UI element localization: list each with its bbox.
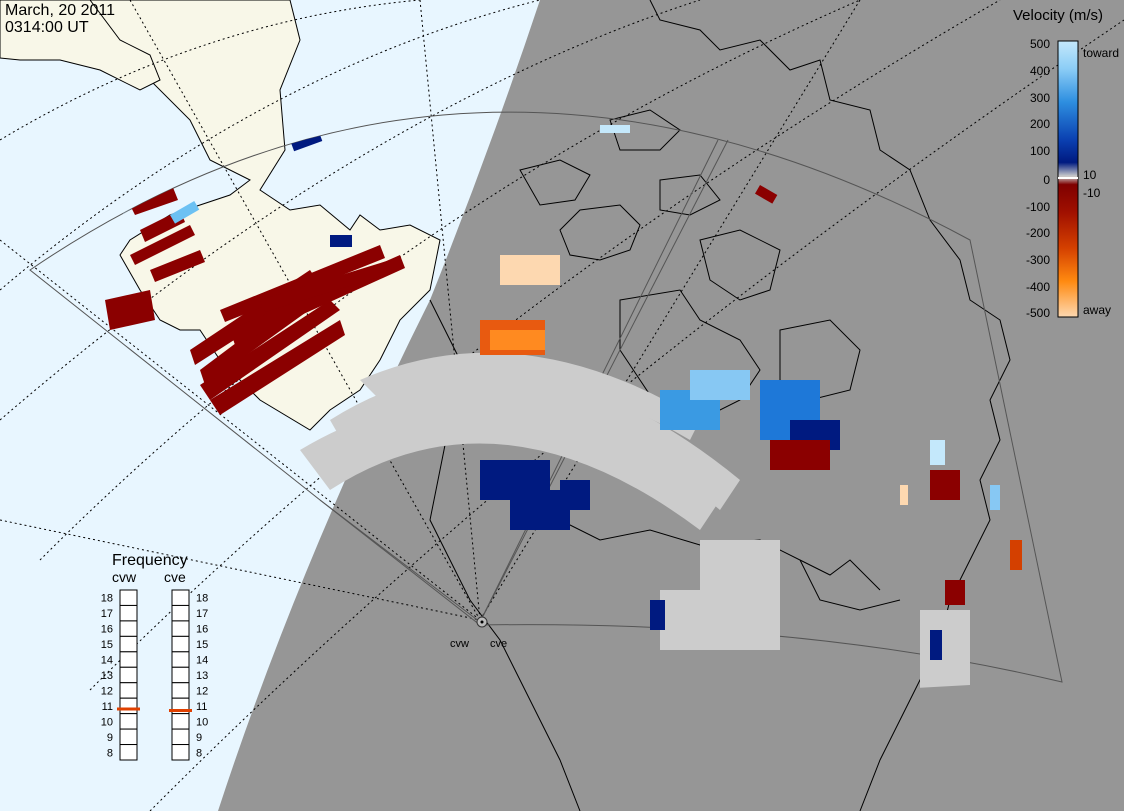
frequency-cell-cve	[171, 651, 190, 668]
frequency-panel: Frequency cvw cve 18 18 17 17 16 16 15 15 14 14 13…	[101, 552, 208, 761]
colorbar-tick-label: -300	[1026, 253, 1050, 267]
frequency-scale-label: 17	[101, 608, 113, 620]
frequency-cell-cve	[171, 744, 190, 761]
frequency-cell-cvw	[119, 620, 138, 637]
frequency-scale-label: 11	[196, 701, 207, 713]
frequency-scale-label: 16	[101, 624, 113, 636]
frequency-scale-label: 17	[196, 608, 208, 620]
colorbar-tick-label: -100	[1026, 200, 1050, 214]
colorbar-tick-label: 500	[1030, 37, 1050, 51]
groundscatter-arc	[300, 352, 970, 690]
frequency-cell-cvw	[119, 589, 138, 606]
colorbar-title: Velocity (m/s)	[1013, 7, 1103, 24]
alaska-landmass	[0, 0, 441, 431]
frequency-scale-label: 10	[196, 716, 208, 728]
alaska-island	[0, 0, 161, 91]
frequency-scale-label: 11	[102, 701, 113, 713]
colorbar-away-label: away	[1083, 303, 1111, 317]
velocity-colorbar: Velocity (m/s) 500400300200100100-10-100…	[1013, 7, 1119, 320]
frequency-cell-cve	[171, 713, 190, 730]
frequency-scale-label: 9	[196, 732, 202, 744]
frequency-cell-cvw	[119, 635, 138, 653]
frequency-scale-label: 13	[101, 670, 113, 682]
frequency-cell-cve	[171, 666, 190, 684]
frequency-title: Frequency	[112, 552, 188, 569]
colorbar-tick-label: 400	[1030, 64, 1050, 78]
colorbar-tick-label: 300	[1030, 91, 1050, 105]
frequency-cell-cvw	[119, 682, 138, 699]
frequency-cell-cve	[171, 589, 190, 606]
frequency-cell-cve	[171, 635, 190, 653]
frequency-cell-cvw	[119, 713, 138, 730]
radar-scatter	[105, 120, 1022, 690]
frequency-scale-label: 12	[101, 685, 113, 697]
frequency-cell-cvw	[119, 744, 138, 761]
frequency-scale-label: 12	[196, 685, 208, 697]
colorbar-tick-label: -10	[1083, 186, 1101, 200]
frequency-cell-cvw	[119, 697, 138, 715]
frequency-cell-cve	[171, 728, 190, 746]
colorbar-tick-label: 100	[1030, 144, 1050, 158]
frequency-scale-label: 8	[107, 747, 113, 759]
frequency-scale-label: 9	[107, 732, 113, 744]
time-label: 0314:00 UT	[5, 19, 89, 36]
colorbar-tick-label: -500	[1026, 306, 1050, 320]
site-label-cvw: cvw	[450, 638, 469, 650]
away-echoes	[480, 184, 1022, 605]
colorbar-tick-label: 200	[1030, 117, 1050, 131]
frequency-scale-label: 15	[196, 639, 208, 651]
date-label: March, 20 2011	[5, 2, 115, 19]
frequency-scale-label: 13	[196, 670, 208, 682]
frequency-scales: 18 18 17 17 16 16 15 15 14 14 13 13 12 12 11 11 10 10 9 9 8 8	[101, 589, 208, 761]
colorbar-toward-label: toward	[1083, 46, 1119, 60]
colorbar-tick-label: 10	[1083, 168, 1097, 182]
site-label-cve: cve	[490, 638, 507, 650]
radar-site-marker	[476, 616, 488, 628]
frequency-scale-label: 8	[196, 747, 202, 759]
frequency-radar-left: cvw	[112, 569, 137, 585]
frequency-scale-label: 15	[101, 639, 113, 651]
colorbar-tick-label: -400	[1026, 280, 1050, 294]
colorbar-tick-label: 0	[1043, 173, 1050, 187]
frequency-cell-cve	[171, 682, 190, 699]
frequency-scale-label: 16	[196, 624, 208, 636]
colorbar-tick-label: -200	[1026, 226, 1050, 240]
frequency-cell-cvw	[119, 666, 138, 684]
frequency-scale-label: 14	[196, 655, 208, 667]
frequency-radar-right: cve	[164, 569, 186, 585]
frequency-cell-cvw	[119, 604, 138, 622]
frequency-cell-cve	[171, 604, 190, 622]
frequency-scale-label: 18	[101, 593, 113, 605]
frequency-cell-cvw	[119, 651, 138, 668]
frequency-cell-cvw	[119, 728, 138, 746]
toward-echoes	[118, 120, 1000, 660]
frequency-scale-label: 10	[101, 716, 113, 728]
frequency-scale-label: 18	[196, 593, 208, 605]
frequency-scale-label: 14	[101, 655, 113, 667]
frequency-cell-cve	[171, 620, 190, 637]
colorbar-tick-labels: 500400300200100100-10-100-200-300-400-50…	[1026, 37, 1101, 320]
